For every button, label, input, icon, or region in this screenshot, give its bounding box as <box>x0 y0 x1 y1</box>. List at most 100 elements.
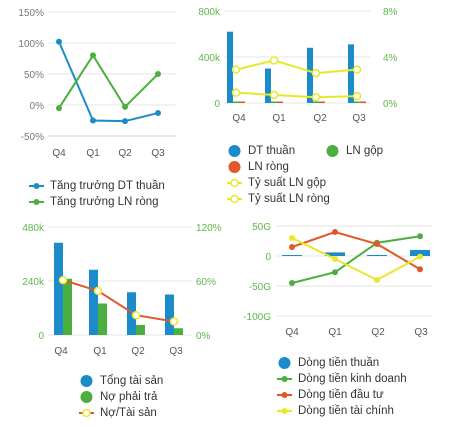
legend-label: Tỷ suất LN ròng <box>248 193 330 205</box>
series-line <box>291 230 421 271</box>
bar <box>89 269 98 335</box>
y-tick-label-left: 800k <box>198 7 221 18</box>
data-point <box>289 280 295 286</box>
data-point <box>231 88 241 97</box>
bar <box>136 324 145 335</box>
data-point <box>352 65 362 74</box>
x-tick-label: Q2 <box>313 113 327 124</box>
legend-item-operating-cashflow[interactable]: Dòng tiền kinh doanh <box>276 371 407 387</box>
y-tick-label-right: 0% <box>383 99 398 110</box>
line-marker-icon <box>29 199 44 205</box>
legend-item-debt-ratio[interactable]: Nợ/Tài sản <box>78 405 163 421</box>
x-tick-label: Q1 <box>272 113 286 124</box>
x-tick-label: Q1 <box>328 327 342 338</box>
legend-label: Tăng trưởng DT thuần <box>50 180 165 192</box>
x-tick-label: Q3 <box>169 346 183 357</box>
y-tick-label-right: 4% <box>383 53 398 64</box>
y-tick-label: 150% <box>18 8 44 19</box>
circle-marker-icon <box>326 145 339 157</box>
y-tick-label-right: 0% <box>196 331 211 342</box>
data-point <box>311 93 321 102</box>
legend-item-net-margin[interactable]: Tỷ suất LN ròng <box>226 191 422 207</box>
legend-item-net-cashflow[interactable]: Dòng tiền thuần <box>276 355 407 371</box>
y-tick-label-right: 60% <box>196 277 216 288</box>
legend-item-liabilities[interactable]: Nợ phải trả <box>78 389 163 405</box>
y-tick-label: -50% <box>21 132 44 143</box>
bar <box>360 101 366 103</box>
bar <box>410 250 430 256</box>
data-point <box>231 65 241 74</box>
data-point <box>374 277 380 283</box>
line-marker-icon <box>227 178 242 188</box>
legend-item-gross-profit[interactable]: LN gộp <box>324 143 422 159</box>
cashflow-legend: Dòng tiền thuần Dòng tiền kinh doanh Dòn… <box>276 355 407 419</box>
y-tick-label-right: 120% <box>196 223 222 234</box>
data-point <box>374 241 380 247</box>
growth-legend: Tăng trưởng DT thuần Tăng trưởng LN ròng <box>28 178 165 210</box>
y-tick-label-left: 400k <box>198 53 221 64</box>
circle-marker-icon <box>278 357 291 369</box>
x-tick-label: Q1 <box>93 346 107 357</box>
bar <box>265 68 271 103</box>
data-point <box>155 71 161 77</box>
data-point <box>269 56 279 65</box>
y-tick-label-left: 0 <box>214 99 220 110</box>
legend-item-gross-margin[interactable]: Tỷ suất LN gộp <box>226 175 422 191</box>
legend-label: Dòng tiền kinh doanh <box>298 373 407 385</box>
legend-item-net-profit[interactable]: LN ròng <box>226 159 422 175</box>
bar <box>277 101 283 103</box>
legend-item-total-assets[interactable]: Tổng tài sản <box>78 373 163 389</box>
bar <box>319 101 325 103</box>
circle-marker-icon <box>80 391 93 403</box>
bar <box>325 252 345 256</box>
x-tick-label: Q2 <box>118 148 132 159</box>
legend-item-profit-growth[interactable]: Tăng trưởng LN ròng <box>28 194 165 210</box>
bar <box>282 255 302 256</box>
y-tick-label-left: 0 <box>38 331 44 342</box>
series-line <box>58 53 159 109</box>
legend-item-net-revenue[interactable]: DT thuần <box>226 143 324 159</box>
legend-label: Nợ/Tài sản <box>100 407 157 419</box>
x-tick-label: Q3 <box>352 113 366 124</box>
y-tick-label: -50G <box>249 282 271 293</box>
data-point <box>56 38 62 45</box>
data-point <box>56 105 62 112</box>
series-line <box>62 279 175 323</box>
bar <box>165 294 174 335</box>
y-tick-label-left: 240k <box>22 277 45 288</box>
data-point <box>417 253 423 260</box>
y-tick-label: 50% <box>24 70 44 81</box>
x-tick-label: Q4 <box>52 148 66 159</box>
legend-label: DT thuần <box>248 145 296 157</box>
data-point <box>417 233 423 240</box>
line-marker-icon <box>277 392 292 398</box>
line-marker-icon <box>227 194 242 204</box>
bar <box>367 255 387 256</box>
x-tick-label: Q4 <box>285 327 299 338</box>
data-point <box>131 310 141 320</box>
x-tick-label: Q1 <box>86 148 100 159</box>
bar <box>98 303 107 335</box>
bar <box>174 328 183 335</box>
x-tick-label: Q2 <box>131 346 145 357</box>
data-point <box>90 52 96 59</box>
bar <box>233 101 239 103</box>
data-point <box>93 286 103 296</box>
legend-item-revenue-growth[interactable]: Tăng trưởng DT thuần <box>28 178 165 194</box>
data-point <box>332 229 338 235</box>
x-tick-label: Q4 <box>232 113 246 124</box>
bar <box>54 242 63 335</box>
data-point <box>417 266 423 273</box>
legend-item-investing-cashflow[interactable]: Dòng tiền đầu tư <box>276 387 407 403</box>
series-line <box>291 237 421 282</box>
y-tick-label: -100G <box>243 312 271 323</box>
data-point <box>289 235 295 241</box>
legend-item-financing-cashflow[interactable]: Dòng tiền tài chính <box>276 403 407 419</box>
legend-label: LN ròng <box>248 161 289 173</box>
data-point <box>352 91 362 101</box>
legend-label: Dòng tiền tài chính <box>298 405 394 417</box>
bar <box>307 47 313 103</box>
legend-label: Dòng tiền đầu tư <box>298 389 384 401</box>
circle-marker-icon <box>80 375 93 387</box>
